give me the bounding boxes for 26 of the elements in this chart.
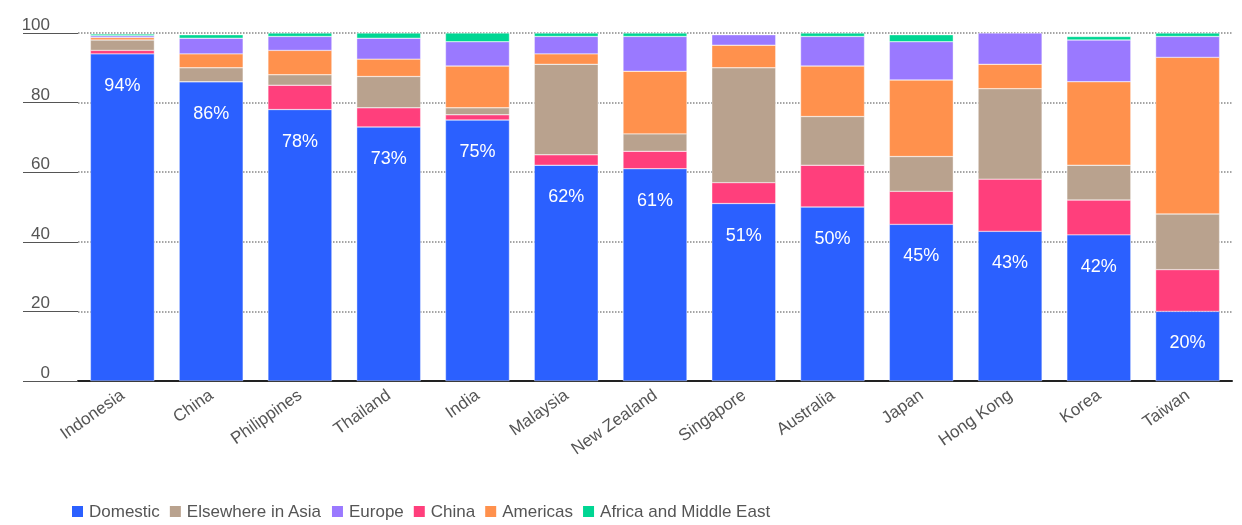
y-tick-label: 100 (21, 15, 50, 34)
legend-label: Africa and Middle East (600, 502, 771, 521)
data-label: 20% (1169, 332, 1206, 353)
legend-label: Elsewhere in Asia (186, 502, 322, 521)
legend-label: Americas (502, 502, 574, 521)
y-tick-label: 60 (31, 154, 50, 174)
data-label: 73% (370, 147, 407, 168)
y-tick-label: 40 (31, 223, 50, 243)
data-label: 50% (814, 228, 851, 248)
x-tick-label: India (441, 384, 484, 422)
data-label: 43% (992, 252, 1029, 273)
y-tick-label: 0 (40, 363, 50, 382)
data-label: 78% (281, 130, 318, 151)
data-label: 62% (548, 186, 585, 207)
y-tick-label: 80 (31, 84, 50, 104)
legend-label: Europe (348, 502, 404, 521)
data-label: 51% (725, 224, 762, 245)
y-tick-label: 20 (31, 293, 50, 313)
data-label: 61% (636, 189, 674, 210)
data-label: 42% (1080, 255, 1117, 276)
data-label: 86% (193, 102, 230, 123)
data-label: 75% (459, 141, 496, 161)
legend-label: China (430, 502, 476, 521)
legend-label: Domestic (89, 502, 161, 521)
data-label: 45% (903, 245, 940, 266)
data-label: 94% (104, 74, 141, 95)
